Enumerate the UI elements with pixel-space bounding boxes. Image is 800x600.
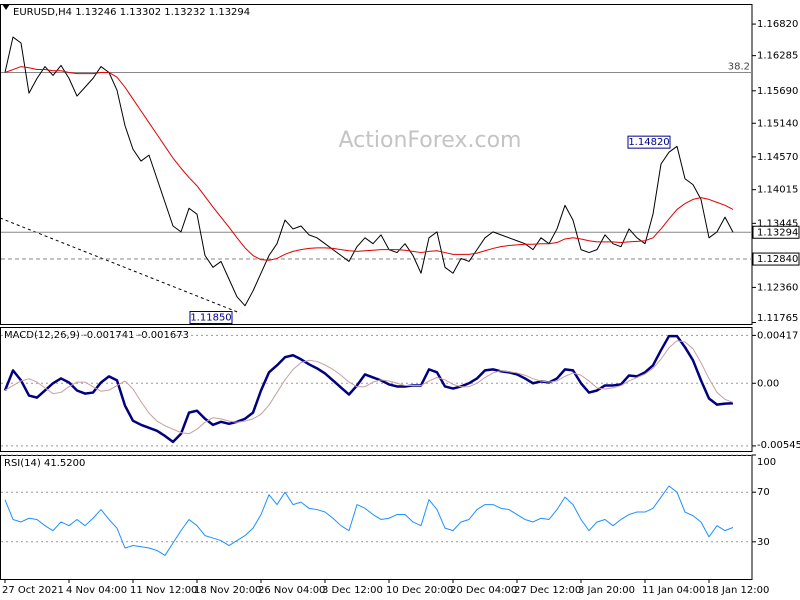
y-tick-label: 1.14015 [757, 185, 798, 196]
x-tick-label: 20 Dec 04:00 [450, 585, 517, 596]
x-tick-label: 3 Dec 12:00 [322, 585, 383, 596]
series-line [4, 66, 734, 261]
x-tick-label: 27 Oct 2021 [2, 585, 64, 596]
y-tick-label: 0.00 [757, 378, 779, 389]
x-tick-label: 27 Dec 12:00 [514, 585, 581, 596]
annotation-label: 1.11850 [190, 313, 231, 324]
y-tick-label: -0.005456 [757, 440, 800, 451]
y-tick-label: 1.16285 [757, 51, 798, 62]
trend-line [0, 217, 241, 314]
panel-frame [0, 4, 753, 325]
panel-frame [0, 327, 753, 452]
x-tick-label: 26 Nov 04:00 [258, 585, 325, 596]
watermark: ActionForex.com [339, 128, 522, 153]
level-value: 1.13294 [757, 227, 798, 238]
y-tick-label: 100 [757, 457, 776, 468]
x-tick-label: 18 Nov 20:00 [194, 585, 261, 596]
panel-frame [0, 455, 753, 580]
x-tick-label: 18 Jan 12:00 [706, 585, 769, 596]
y-tick-label: 70 [757, 487, 770, 498]
y-tick-label: 1.15690 [757, 86, 798, 97]
y-tick-label: 1.14570 [757, 152, 798, 163]
y-tick-label: 1.13445 [757, 218, 798, 229]
panel-title: EURUSD,H4 1.13246 1.13302 1.13232 1.1329… [13, 7, 250, 18]
panel-title: RSI(14) 41.5200 [4, 458, 85, 469]
y-tick-label: 1.16820 [757, 19, 798, 30]
menu-arrow [2, 4, 10, 10]
x-tick-label: 10 Dec 20:00 [386, 585, 453, 596]
series-line [4, 485, 734, 556]
x-tick-label: 11 Jan 04:00 [642, 585, 705, 596]
level-label: 38.2 [728, 61, 750, 72]
y-tick-label: 1.15140 [757, 118, 798, 129]
annotation-box [189, 311, 233, 325]
x-tick-label: 3 Jan 20:00 [578, 585, 635, 596]
annotation-box [627, 135, 671, 149]
x-tick-label: 4 Nov 04:00 [66, 585, 127, 596]
series-line [4, 340, 734, 435]
x-tick-label: 11 Nov 12:00 [130, 585, 197, 596]
level-box [752, 225, 800, 239]
level-box [752, 252, 800, 266]
y-tick-label: 0.00417 [757, 330, 798, 341]
annotation-label: 1.14820 [628, 137, 669, 148]
y-tick-label: 1.12360 [757, 282, 798, 293]
series-line [4, 36, 734, 307]
y-tick-label: 30 [757, 537, 770, 548]
level-value: 1.12840 [757, 254, 798, 265]
y-tick-label: 1.11765 [757, 313, 798, 324]
series-line [3, 334, 734, 444]
